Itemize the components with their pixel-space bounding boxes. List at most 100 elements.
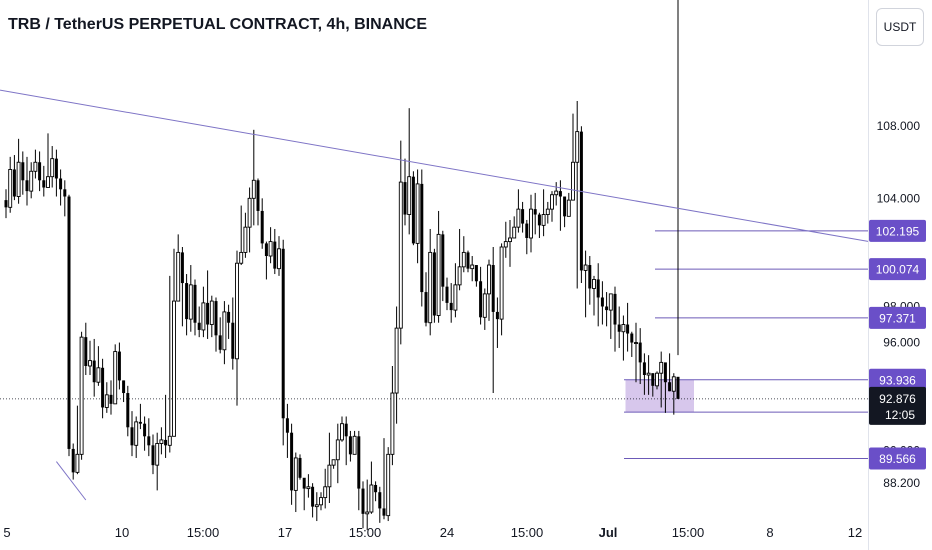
level-label-bg <box>869 219 926 242</box>
candle-body <box>420 183 424 293</box>
level-label-bg <box>869 368 926 391</box>
x-tick-label: 15:00 <box>349 525 382 540</box>
candle-body <box>75 453 80 473</box>
candle-body <box>109 394 113 404</box>
candle-body <box>525 223 529 238</box>
candle-body <box>222 311 227 351</box>
candle-body <box>495 311 499 320</box>
candle-body <box>260 210 264 244</box>
candle-body <box>164 439 168 446</box>
candle-body <box>298 457 302 478</box>
candle-body <box>466 252 470 269</box>
candle-body <box>209 300 214 325</box>
candle-body <box>323 486 328 499</box>
descending-trendline[interactable] <box>0 89 869 242</box>
candle-body <box>201 302 206 331</box>
x-tick-label: 15:00 <box>187 525 220 540</box>
candle-body <box>479 281 483 318</box>
candle-body <box>449 302 453 311</box>
candle-body <box>96 367 101 383</box>
candle-body <box>67 196 71 449</box>
candle-body <box>155 443 160 466</box>
candle-body <box>663 362 667 383</box>
level-label: 93.936 <box>879 373 916 387</box>
candle-body <box>655 372 659 387</box>
candle-body <box>176 251 181 302</box>
candle-body <box>554 190 559 196</box>
level-label: 97.371 <box>879 311 916 325</box>
candles <box>4 0 680 531</box>
candle-body <box>117 351 121 381</box>
candle-body <box>256 180 260 211</box>
bar-countdown: 12:05 <box>885 408 915 422</box>
candle-body <box>630 333 634 343</box>
y-tick-label: 104.000 <box>877 191 921 205</box>
candle-body <box>193 284 197 323</box>
candle-body <box>335 439 340 461</box>
x-tick-label: 17 <box>278 525 292 540</box>
candle-body <box>516 208 521 228</box>
candle-body <box>563 196 567 217</box>
candle-body <box>361 488 365 514</box>
candle-body <box>42 180 46 188</box>
candle-body <box>251 179 256 199</box>
candle-body <box>50 158 55 178</box>
currency-button[interactable]: USDT <box>876 8 924 46</box>
candle-body <box>441 234 445 287</box>
candle-body <box>482 293 487 318</box>
candle-body <box>605 306 609 311</box>
candle-body <box>579 131 583 271</box>
candle-body <box>84 337 88 366</box>
y-axis[interactable]: 88.20090.00092.00094.00096.00098.000100.… <box>877 119 921 490</box>
candle-body <box>394 327 399 394</box>
y-tick-label: 96.000 <box>883 336 920 350</box>
candle-body <box>487 264 491 295</box>
candle-body <box>138 421 142 424</box>
candle-body <box>415 183 420 244</box>
candle-body <box>499 246 504 320</box>
candle-body <box>403 182 407 215</box>
candle-body <box>676 376 680 399</box>
candle-body <box>290 432 294 491</box>
candle-body <box>273 241 277 269</box>
candle-body <box>327 464 332 488</box>
current-price-label: 92.876 12:05 <box>869 386 926 425</box>
candle-body <box>331 459 336 466</box>
candle-body <box>344 423 348 437</box>
candle-body <box>151 445 155 466</box>
candle-body <box>474 265 478 282</box>
candle-body <box>16 161 21 197</box>
candle-body <box>29 170 34 192</box>
candle-body <box>227 311 231 323</box>
candle-body <box>143 423 147 437</box>
candle-body <box>352 435 357 455</box>
level-label: 100.074 <box>876 263 920 277</box>
candle-body <box>457 266 462 286</box>
current-price-bg <box>869 386 926 425</box>
candle-body <box>122 380 126 394</box>
y-tick-label: 108.000 <box>877 119 921 133</box>
x-axis[interactable]: 5 10 15:00 17 15:00 24 15:00 Jul 15:00 8 12 <box>3 525 862 540</box>
x-tick-label: 8 <box>766 525 773 540</box>
candle-body <box>445 286 449 303</box>
candle-body <box>159 439 164 444</box>
x-tick-label: 12 <box>848 525 862 540</box>
candle-body <box>63 189 67 197</box>
candle-body <box>608 293 613 311</box>
candle-body <box>206 302 210 325</box>
candle-body <box>285 418 289 433</box>
lower-trendline[interactable] <box>56 461 87 501</box>
candle-body <box>214 301 218 336</box>
candle-body <box>12 169 16 197</box>
candle-body <box>529 208 533 239</box>
y-tick-label: 88.200 <box>883 476 920 490</box>
candle-body <box>374 484 378 493</box>
x-tick-label: 5 <box>3 525 10 540</box>
candle-body <box>365 511 370 515</box>
x-tick-label: 10 <box>115 525 129 540</box>
candle-body <box>432 252 436 316</box>
candle-body <box>348 436 352 455</box>
candle-body <box>239 251 244 264</box>
